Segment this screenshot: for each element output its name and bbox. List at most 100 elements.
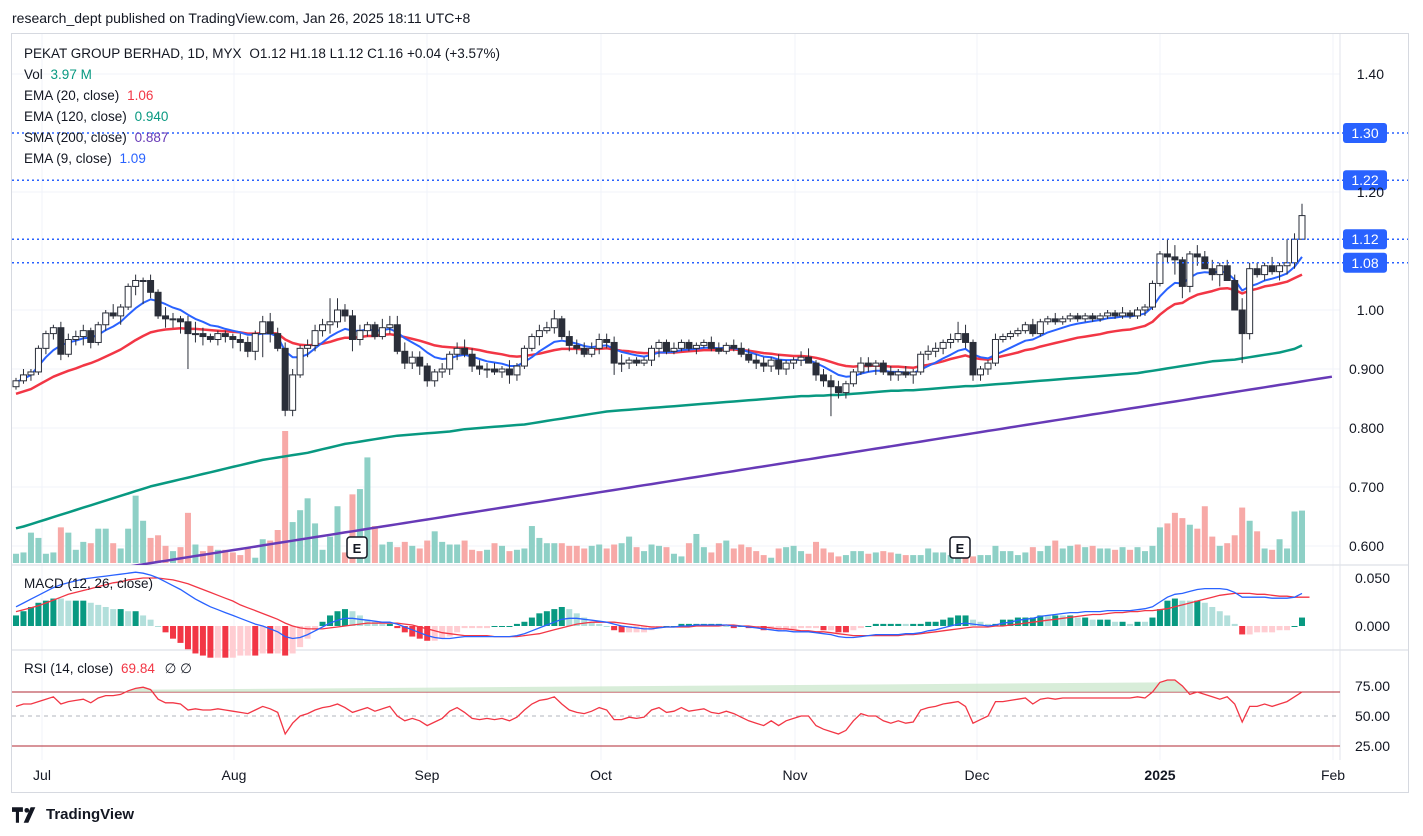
volume-bar [753,551,760,563]
candle-body [326,321,334,326]
volume-bar [1127,549,1134,563]
ema20-label: EMA (20, close) [24,88,120,103]
macd-histogram-bar [95,604,102,626]
legend-symbol-row: PEKAT GROUP BERHAD, 1D, MYX O1.12 H1.18 … [24,43,504,64]
macd-histogram-bar [304,626,311,639]
volume-bar [132,495,139,563]
macd-histogram-bar [222,626,229,658]
macd-histogram-bar [962,615,969,626]
volume-bar [895,553,902,563]
volume-bar [805,553,812,563]
volume-bar [715,543,722,563]
candle-body [1141,306,1149,311]
volume-bar [1179,518,1186,563]
price-tick-label: 1.00 [1357,302,1384,318]
macd-histogram-bar [1239,626,1246,635]
price-tick-label: 1.40 [1357,66,1384,82]
candle-body [319,324,327,332]
macd-histogram-bar [566,609,573,626]
macd-histogram-bar [895,623,902,626]
candle-body [289,374,297,411]
volume-bar [1067,545,1074,563]
sma200-label: SMA (200, close) [24,130,127,145]
volume-bar [252,557,259,563]
candle-body [887,371,895,376]
candle-body [505,368,513,376]
macd-histogram-bar [925,621,932,626]
volume-bar [1164,523,1171,563]
volume-bar [1186,524,1193,563]
volume-bar [394,547,401,563]
macd-histogram-bar [611,626,618,631]
volume-bar [401,541,408,563]
candle-body [670,347,678,352]
volume-bar [327,536,334,563]
candle-body [909,371,917,376]
macd-label[interactable]: MACD (12, 26, close) [24,576,154,591]
macd-histogram-bar [790,626,797,631]
macd-histogram-bar [27,606,34,626]
macd-histogram-bar [424,626,431,641]
candle-body [1163,253,1171,258]
candle-body [947,339,955,343]
price-level-tag [1343,229,1387,250]
volume-bar [356,489,363,563]
macd-histogram-bar [1201,602,1208,626]
macd-histogram-bar [970,619,977,626]
candle-body [924,350,932,355]
legend-ema20[interactable]: EMA (20, close) 1.06 [24,85,157,106]
volume-bar [835,556,842,563]
candle-body [715,347,723,352]
macd-histogram-bar [252,626,259,656]
legend-ema9[interactable]: EMA (9, close) 1.09 [24,148,150,169]
volume-bar [603,548,610,563]
legend-volume[interactable]: Vol 3.97 M [24,64,96,85]
legend-sma200[interactable]: SMA (200, close) 0.887 [24,127,172,148]
macd-histogram-bar [648,626,655,631]
legend-ema120[interactable]: EMA (120, close) 0.940 [24,106,172,127]
rsi-tick-label: 25.00 [1355,738,1390,754]
price-level-label: 1.30 [1351,125,1378,141]
symbol-name[interactable]: PEKAT GROUP BERHAD, 1D, MYX [24,46,242,61]
macd-histogram-bar [162,626,169,633]
macd-histogram-bar [1059,615,1066,626]
candle-body [535,330,543,338]
price-level-label: 1.12 [1351,231,1378,247]
candle-body [648,347,656,361]
candle-body [999,336,1007,340]
rsi-tick-label: 50.00 [1355,708,1390,724]
candle-body [1074,315,1082,320]
candle-body [94,324,102,343]
macd-histogram-bar [297,626,304,648]
candle-body [72,336,80,340]
candle-body [274,333,282,349]
volume-bar [1171,512,1178,563]
macd-histogram-bar [513,623,520,626]
macd-histogram-bar [932,621,939,626]
macd-histogram-bar [917,623,924,626]
candle-body [558,318,566,338]
volume-bar [775,548,782,563]
macd-histogram-bar [170,626,177,639]
rsi-legend[interactable]: RSI (14, close) 69.84 ∅ ∅ [24,661,192,677]
candle-body [296,347,304,376]
macd-histogram-bar [431,626,438,641]
macd-histogram-bar [386,623,393,626]
volume-bar [199,551,206,563]
candle-body [834,386,842,394]
ema9-value: 1.09 [119,151,146,166]
volume-bar [35,537,42,563]
candle-body [393,324,401,352]
candle-body [939,341,947,349]
macd-histogram-bar [1112,621,1119,626]
volume-bar [984,555,991,563]
macd-histogram-bar [633,626,640,633]
macd-histogram-bar [783,626,790,631]
candle-body [1119,312,1127,317]
macd-histogram-bar [678,623,685,626]
candle-body [1066,315,1074,320]
candle-body [1104,312,1112,317]
macd-histogram-bar [155,626,162,627]
volume-bar [289,522,296,563]
